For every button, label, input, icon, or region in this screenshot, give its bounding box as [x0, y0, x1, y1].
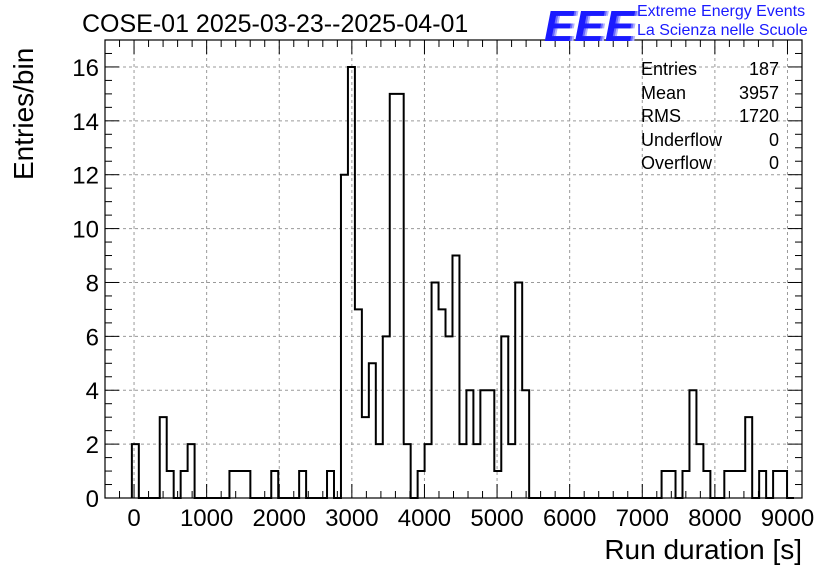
axis-ticks	[104, 39, 803, 499]
stats-row-mean: Mean 3957	[641, 82, 779, 106]
y-tick-label: 14	[72, 109, 99, 136]
x-tick-label: 5000	[470, 505, 523, 532]
y-tick-label: 2	[86, 432, 99, 459]
stat-value: 187	[748, 59, 779, 79]
logo-line-1: Extreme Energy Events	[637, 3, 806, 20]
grid-lines	[105, 40, 802, 499]
stats-row-rms: RMS 1720	[641, 105, 779, 129]
stat-label: RMS	[641, 106, 681, 126]
stats-row-underflow: Underflow 0	[641, 129, 779, 153]
x-tick-label: 3000	[325, 505, 378, 532]
x-tick-label: 1000	[180, 505, 233, 532]
stats-row-overflow: Overflow 0	[641, 152, 779, 176]
eee-logo: EEE	[544, 2, 636, 51]
y-tick-label: 0	[86, 486, 99, 513]
stats-row-entries: Entries 187	[641, 58, 779, 82]
x-tick-label: 6000	[543, 505, 596, 532]
stat-label: Underflow	[641, 129, 723, 150]
stat-label: Mean	[641, 82, 687, 103]
stat-label: Entries	[641, 59, 698, 79]
stats-box: Entries 187 Mean 3957 RMS 1720 Underflow 0 O…	[641, 58, 779, 176]
stat-label: Overflow	[641, 153, 713, 173]
y-tick-label: 10	[72, 217, 99, 244]
tick-labels: 0 1000 2000 3000 4000 5000 6000 7000 8000 9000024…	[72, 55, 814, 532]
chart-title: COSE-01 2025-03-23--2025-04-01	[82, 10, 469, 38]
stat-value: 1720	[738, 106, 779, 126]
x-tick-label: 0	[127, 505, 140, 532]
y-tick-label: 4	[86, 378, 99, 405]
stat-value: 0	[768, 153, 779, 173]
y-tick-label: 12	[72, 163, 99, 190]
stat-value: 3957	[738, 82, 779, 103]
x-tick-label: 9000	[761, 505, 814, 532]
y-axis-label: Entries/bin	[8, 47, 39, 180]
y-tick-label: 8	[86, 270, 99, 297]
stat-value: 0	[768, 129, 779, 150]
logo-line-2: La Scienza nelle Scuole	[637, 22, 808, 39]
eee-logo-text: Extreme Energy Events La Scienza nelle S…	[637, 2, 808, 40]
x-axis-label: Run duration [s]	[604, 534, 802, 565]
x-tick-label: 2000	[253, 505, 306, 532]
x-tick-label: 4000	[398, 505, 451, 532]
x-tick-label: 8000	[688, 505, 741, 532]
histogram-outline	[130, 65, 795, 499]
x-tick-label: 7000	[616, 505, 669, 532]
y-tick-label: 6	[86, 324, 99, 351]
y-tick-label: 16	[72, 55, 99, 82]
